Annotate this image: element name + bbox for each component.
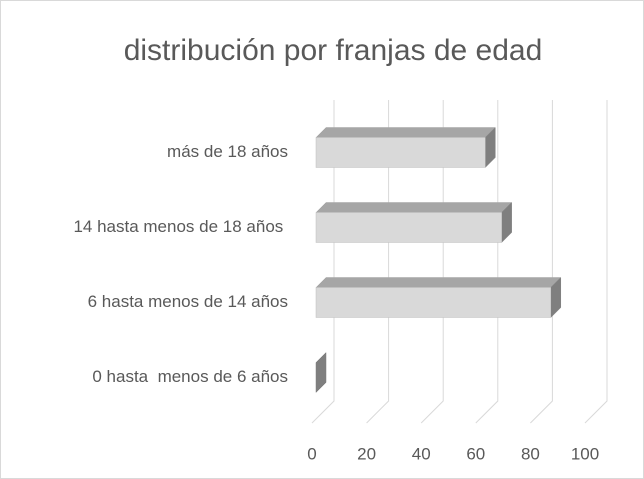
grid-line (530, 100, 553, 424)
x-tick-label: 20 (357, 444, 376, 463)
grid-line (311, 100, 335, 424)
chart-title: distribución por franjas de edad (124, 34, 543, 67)
bar (315, 276, 562, 319)
bar-top (315, 277, 562, 288)
x-tick-label: 80 (521, 444, 540, 463)
y-tick-label: 14 hasta menos de 18 años (73, 217, 288, 236)
y-tick-label: 6 hasta menos de 14 años (88, 292, 288, 311)
y-tick-label: más de 18 años (167, 142, 288, 161)
grid-line (420, 100, 444, 424)
grid-line (475, 100, 499, 424)
bar (315, 126, 496, 169)
y-tick-label: 0 hasta menos de 6 años (92, 367, 288, 386)
bar-top (315, 202, 513, 213)
bar-top (315, 127, 496, 138)
bar-front (315, 137, 486, 168)
bar-side (315, 351, 327, 394)
x-tick-label: 100 (571, 444, 599, 463)
bar (315, 201, 513, 244)
bar-front (315, 212, 502, 243)
x-tick-label: 0 (307, 444, 316, 463)
bar-front (315, 287, 552, 318)
bar (315, 351, 327, 394)
x-tick-label: 60 (466, 444, 485, 463)
grid-line (366, 100, 390, 424)
x-tick-label: 40 (412, 444, 431, 463)
grid-line (584, 100, 608, 424)
